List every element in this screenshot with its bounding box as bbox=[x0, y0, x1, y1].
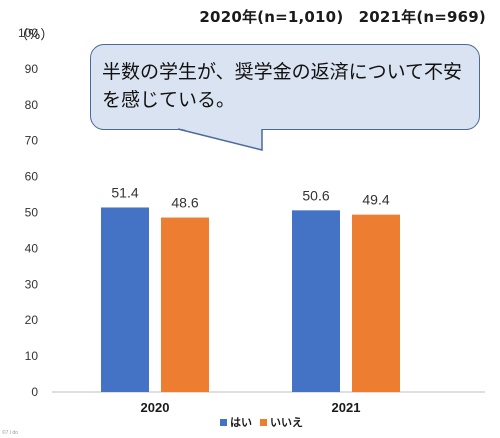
legend-item-no: いいえ bbox=[260, 414, 303, 430]
data-label: 48.6 bbox=[171, 195, 198, 211]
legend-label-yes: はい bbox=[230, 416, 252, 429]
image-credit: ©7 l do bbox=[2, 430, 18, 436]
data-label: 49.4 bbox=[362, 192, 389, 208]
y-tick-label: 50 bbox=[25, 206, 39, 220]
x-tick-label: 2021 bbox=[332, 400, 361, 415]
x-tick-label: 2020 bbox=[141, 400, 170, 415]
legend-item-yes: はい bbox=[220, 414, 252, 430]
y-tick-label: 100 bbox=[18, 26, 38, 40]
legend-label-no: いいえ bbox=[270, 416, 303, 429]
data-label: 51.4 bbox=[111, 184, 138, 200]
bar bbox=[101, 207, 149, 392]
y-tick-label: 20 bbox=[25, 313, 39, 327]
y-axis-unit-label: （%） bbox=[15, 28, 54, 43]
chart-subtitle: 2020年(n=1,010) 2021年(n=969) bbox=[199, 8, 486, 26]
legend-swatch-yes bbox=[220, 418, 227, 426]
legend-swatch-no bbox=[260, 418, 267, 426]
y-tick-label: 90 bbox=[25, 62, 39, 76]
chart-legend: はい いいえ bbox=[220, 414, 311, 430]
y-tick-label: 80 bbox=[25, 98, 39, 112]
y-tick-label: 40 bbox=[25, 241, 39, 255]
data-label: 50.6 bbox=[302, 187, 329, 203]
bar bbox=[161, 217, 209, 392]
callout-text: 半数の学生が、奨学金の返済について不安を感じている。 bbox=[102, 61, 463, 111]
bar bbox=[352, 214, 400, 392]
y-tick-label: 60 bbox=[25, 170, 39, 184]
bar bbox=[292, 210, 340, 392]
y-tick-label: 10 bbox=[25, 349, 39, 363]
callout-box bbox=[90, 44, 480, 130]
y-tick-label: 70 bbox=[25, 134, 39, 148]
y-tick-label: 30 bbox=[25, 277, 39, 291]
y-tick-label: 0 bbox=[31, 385, 38, 399]
